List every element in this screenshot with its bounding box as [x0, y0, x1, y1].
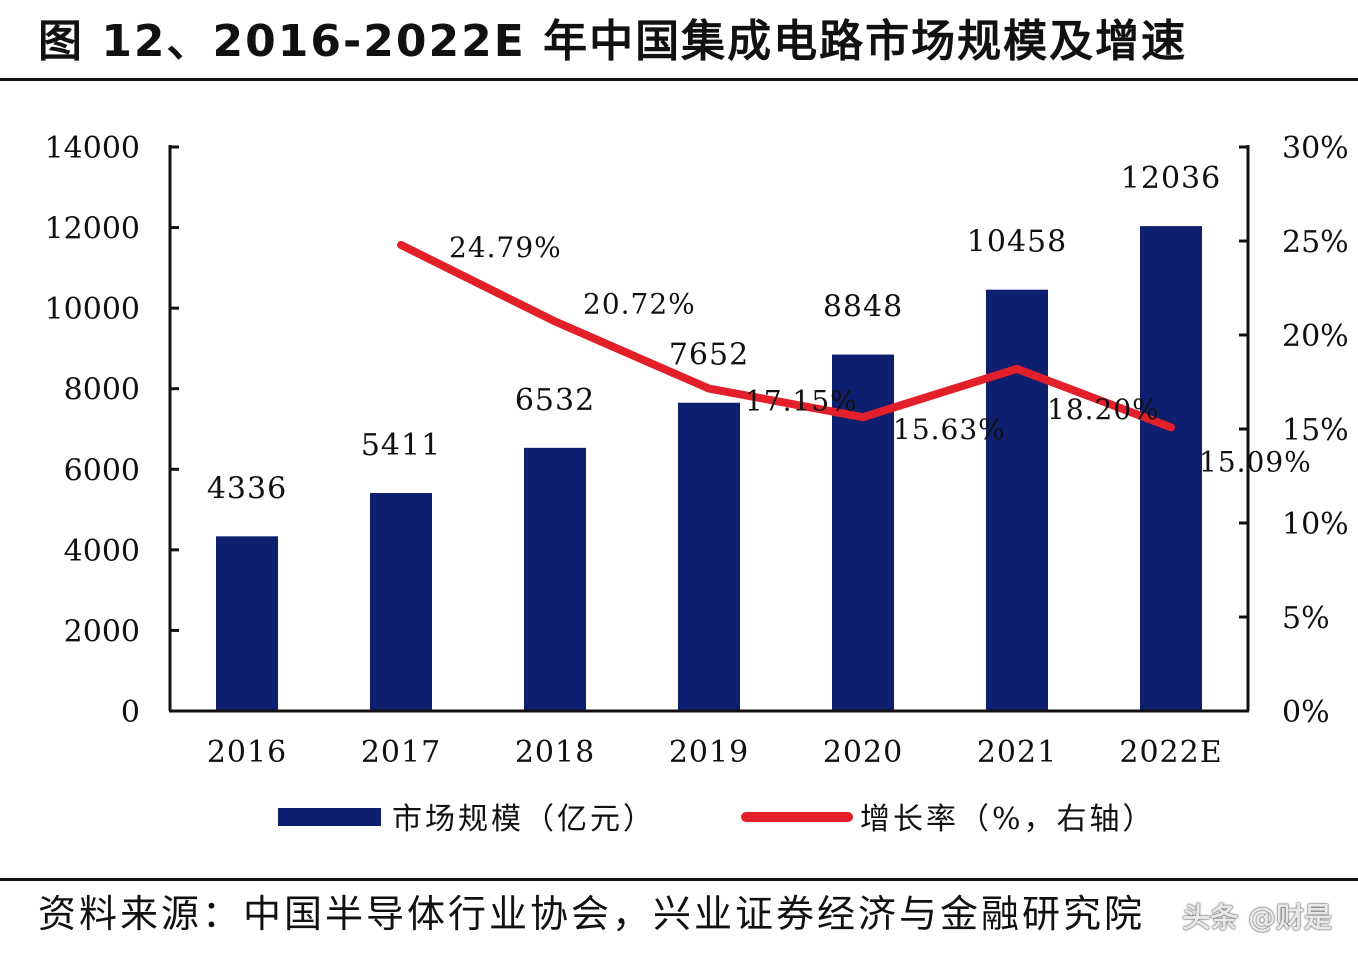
y-right-tick-label: 30%: [1282, 131, 1349, 166]
y-left-tick-label: 6000: [64, 453, 140, 488]
y-left-tick-label: 2000: [64, 614, 140, 649]
title-rule: [0, 78, 1358, 81]
growth-point-2022E: [1169, 425, 1173, 430]
y-left-tick-label: 12000: [45, 212, 140, 247]
x-tick-label: 2016: [207, 735, 287, 770]
y-right-tick-label: 5%: [1282, 601, 1330, 636]
x-tick-label: 2021: [977, 735, 1057, 770]
x-tick-label: 2017: [361, 735, 441, 770]
bar-2021: [986, 289, 1048, 711]
bar-value-label: 6532: [515, 383, 595, 418]
bar-2018: [524, 447, 586, 711]
growth-point-2018: [553, 319, 557, 324]
y-right-tick-label: 15%: [1282, 413, 1349, 448]
bar-2019: [678, 402, 740, 711]
growth-value-label: 20.72%: [583, 287, 696, 320]
x-tick-label: 2019: [669, 735, 749, 770]
bar-value-label: 5411: [361, 428, 441, 463]
figure-title: 图 12、2016-2022E 年中国集成电路市场规模及增速: [38, 16, 1188, 67]
y-left-tick-label: 8000: [64, 373, 140, 408]
growth-point-2019: [707, 386, 711, 391]
growth-value-label: 15.09%: [1199, 445, 1312, 478]
legend-swatch-bars: [278, 808, 381, 826]
watermark-text: 头条 @财是: [1182, 901, 1332, 934]
bar-2017: [370, 493, 432, 711]
y-left-tick-label: 14000: [45, 131, 140, 166]
y-right-tick-label: 0%: [1282, 695, 1330, 730]
growth-value-label: 24.79%: [449, 231, 562, 264]
bar-2022E: [1140, 226, 1202, 711]
bar-value-label: 12036: [1121, 161, 1221, 196]
bar-value-label: 10458: [967, 225, 1067, 260]
y-left-tick-label: 0: [121, 695, 140, 730]
bar-value-label: 8848: [823, 290, 903, 325]
growth-value-label: 18.20%: [1047, 393, 1160, 426]
growth-point-2020: [861, 415, 865, 420]
chart-area: 0 2000 4000 6000 8000 10000 12000 14000 0% 5% 10% 1…: [45, 131, 1349, 837]
y-right-tick-label: 10%: [1282, 507, 1349, 542]
bar-2016: [216, 536, 278, 711]
growth-value-label: 17.15%: [745, 385, 858, 418]
growth-point-2021: [1015, 366, 1019, 371]
y-right-tick-label: 25%: [1282, 225, 1349, 260]
y-left-tick-label: 10000: [45, 292, 140, 327]
source-rule: [0, 878, 1358, 881]
growth-value-label: 15.63%: [893, 413, 1006, 446]
y-right-tick-label: 20%: [1282, 319, 1349, 354]
y-left-tick-label: 4000: [64, 534, 140, 569]
x-tick-label: 2018: [515, 735, 595, 770]
x-tick-label: 2022E: [1119, 735, 1222, 770]
bar-value-label: 7652: [669, 338, 749, 373]
source-note: 资料来源：中国半导体行业协会，兴业证券经济与金融研究院: [38, 892, 1146, 936]
legend-label-bars: 市场规模（亿元）: [392, 802, 656, 837]
growth-rate-line: [397, 240, 1175, 432]
bar-value-label: 4336: [207, 471, 287, 506]
x-tick-label: 2020: [823, 735, 903, 770]
legend-label-line: 增长率（%，右轴）: [860, 802, 1156, 837]
growth-point-2017: [399, 242, 403, 247]
